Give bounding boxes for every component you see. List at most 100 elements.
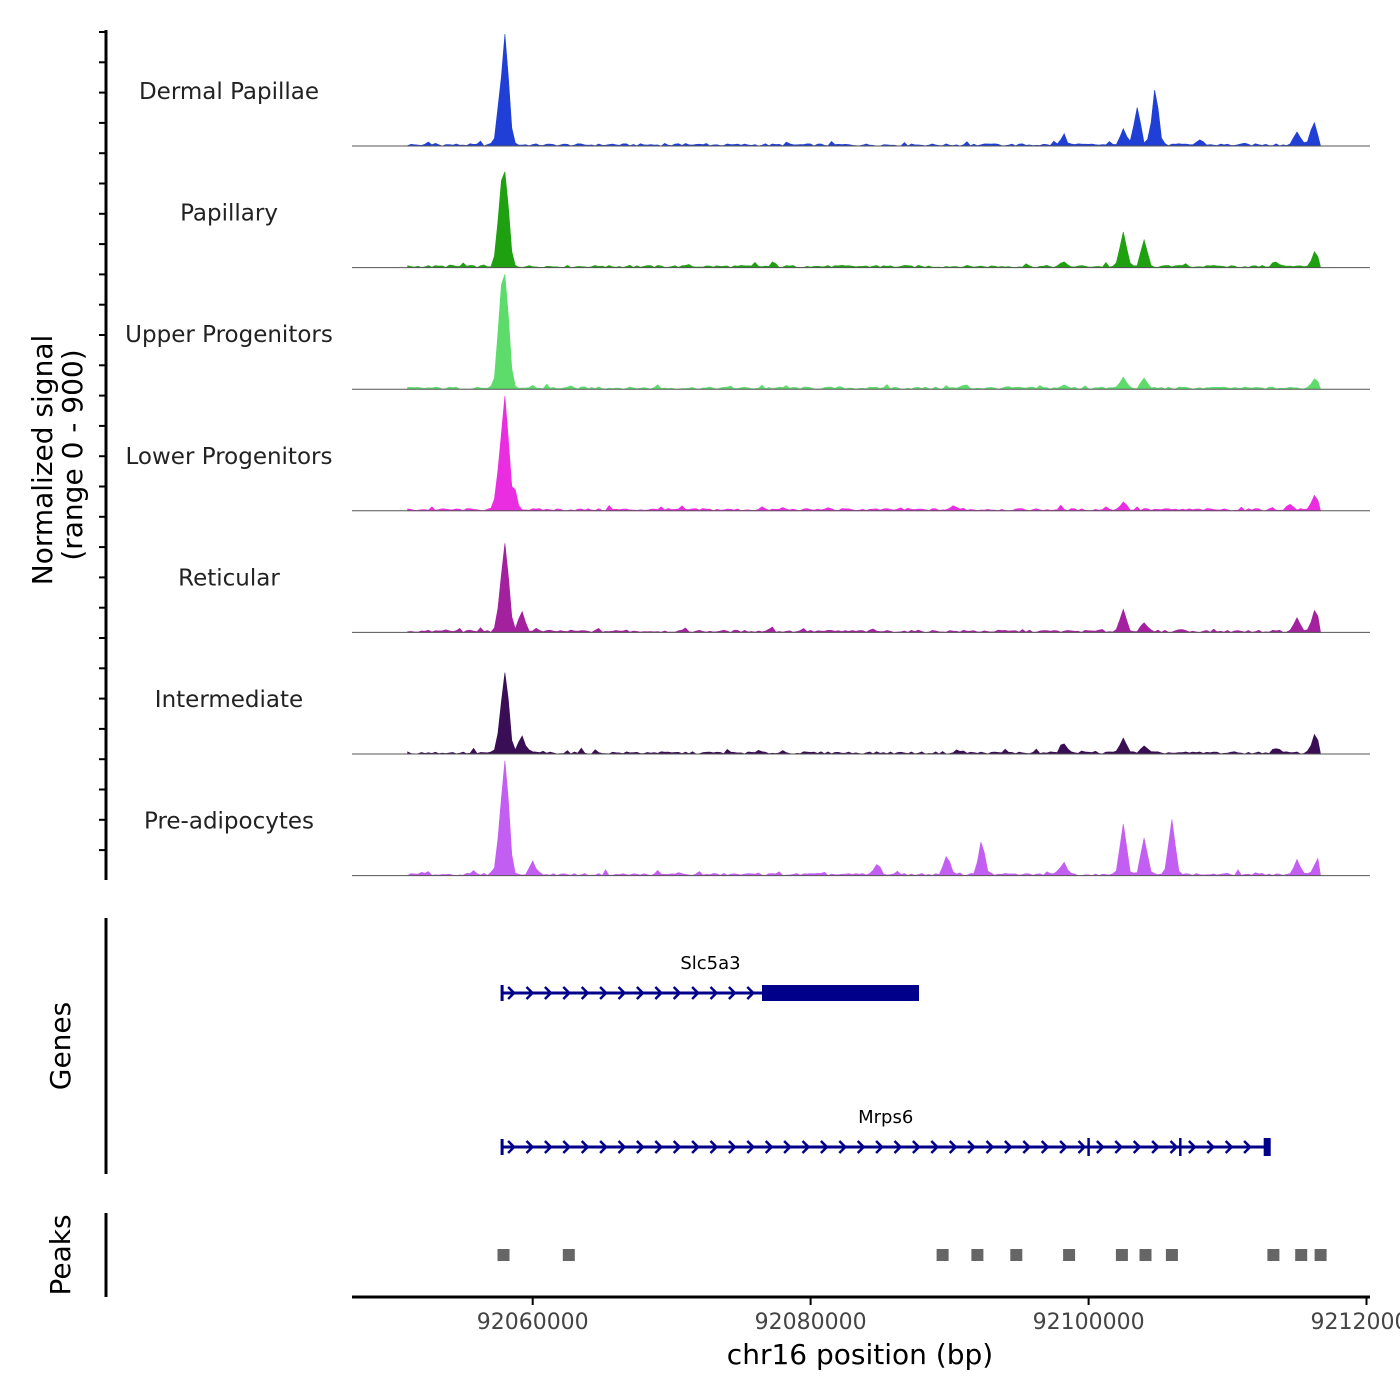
track-label: Lower Progenitors [126, 444, 333, 470]
gene-name: Slc5a3 [680, 953, 740, 974]
peak-mark [497, 1249, 510, 1261]
track-label: Papillary [180, 201, 278, 227]
strand-arrow [636, 986, 645, 1000]
peak-mark [1139, 1249, 1152, 1261]
strand-arrow [709, 986, 719, 1000]
x-tick-label: 92120000 [1311, 1310, 1400, 1335]
peak-mark [1295, 1249, 1308, 1261]
strand-arrow [985, 1140, 995, 1154]
strand-arrow [912, 1140, 921, 1154]
coverage-y-ticks [99, 31, 106, 852]
gene-exon [762, 985, 919, 1001]
strand-arrow [691, 1140, 700, 1154]
strand-arrow [599, 986, 608, 1000]
strand-arrow [544, 1140, 553, 1154]
strand-arrow [838, 1140, 848, 1154]
strand-arrow [764, 1140, 774, 1154]
strand-arrow [948, 1140, 958, 1154]
track-signal-area [407, 672, 1321, 755]
track-upper-progenitors: Upper Progenitors [125, 274, 1370, 390]
track-label: Upper Progenitors [125, 322, 333, 348]
peak-mark [562, 1249, 575, 1261]
peaks-panel [497, 1249, 1327, 1261]
strand-arrow [820, 1140, 829, 1154]
ylabel-line1: Normalized signal [26, 335, 59, 586]
peak-mark [1314, 1249, 1327, 1261]
strand-arrow [525, 1140, 535, 1154]
strand-arrow [1132, 1140, 1142, 1154]
strand-arrow [728, 1140, 737, 1154]
strand-arrow [654, 1140, 664, 1154]
strand-arrow [728, 986, 737, 1000]
genes-panel: Slc5a3 Mrps6 [500, 953, 1271, 1156]
coverage-tracks: Dermal Papillae Papillary Upper Progenitor… [125, 33, 1370, 877]
strand-arrow [617, 1140, 627, 1154]
strand-arrow [507, 1140, 516, 1154]
strand-arrow [617, 986, 627, 1000]
strand-arrow [967, 1140, 976, 1154]
track-signal-area [407, 33, 1321, 147]
strand-arrow [1243, 1140, 1252, 1154]
strand-arrow [507, 986, 516, 1000]
strand-arrow [1022, 1140, 1032, 1154]
track-papillary: Papillary [180, 171, 1370, 269]
track-signal-area [407, 543, 1321, 633]
peak-mark [1063, 1249, 1076, 1261]
strand-arrow [1077, 1140, 1087, 1154]
peaks-panel-label: Peaks [44, 1214, 77, 1295]
strand-arrow [930, 1140, 940, 1154]
track-signal-area [407, 171, 1321, 268]
strand-arrow [875, 1140, 884, 1154]
strand-arrow [544, 986, 553, 1000]
strand-arrow [599, 1140, 608, 1154]
track-dermal-papillae: Dermal Papillae [139, 33, 1370, 147]
gene-exon [1263, 1138, 1271, 1156]
strand-arrow [580, 986, 590, 1000]
strand-arrow [856, 1140, 866, 1154]
genes-panel-label: Genes [44, 1002, 77, 1090]
track-reticular: Reticular [178, 543, 1370, 633]
x-tick-label: 92060000 [477, 1310, 589, 1335]
x-axis-title: chr16 position (bp) [727, 1338, 993, 1371]
strand-arrow [746, 986, 756, 1000]
peak-mark [1115, 1249, 1128, 1261]
strand-arrow [709, 1140, 719, 1154]
gene-slc5a3: Slc5a3 [500, 953, 920, 1001]
gene-name: Mrps6 [858, 1107, 913, 1128]
strand-arrow [672, 1140, 682, 1154]
track-lower-progenitors: Lower Progenitors [126, 395, 1370, 512]
track-signal-area [407, 274, 1322, 390]
strand-arrow [893, 1140, 903, 1154]
track-label: Intermediate [155, 687, 303, 713]
strand-arrow [783, 1140, 792, 1154]
track-pre-adipocytes: Pre-adipocytes [144, 760, 1370, 877]
strand-arrow [801, 1140, 811, 1154]
strand-arrow [1004, 1140, 1013, 1154]
strand-arrow [1114, 1140, 1124, 1154]
track-label: Dermal Papillae [139, 79, 319, 105]
peak-mark [936, 1249, 949, 1261]
strand-arrow [525, 986, 535, 1000]
strand-arrow [1206, 1140, 1216, 1154]
strand-arrow [1151, 1140, 1160, 1154]
track-intermediate: Intermediate [155, 672, 1370, 755]
peak-mark [1010, 1249, 1023, 1261]
strand-arrow [746, 1140, 756, 1154]
track-signal-area [407, 395, 1321, 512]
track-signal-area [407, 760, 1321, 876]
strand-arrow [1059, 1140, 1068, 1154]
strand-arrow [1096, 1140, 1105, 1154]
strand-arrow [691, 986, 700, 1000]
strand-arrow [636, 1140, 645, 1154]
x-tick-label: 92080000 [755, 1310, 867, 1335]
track-label: Pre-adipocytes [144, 809, 314, 835]
peak-mark [971, 1249, 984, 1261]
strand-arrow [654, 986, 664, 1000]
strand-arrow [1188, 1140, 1197, 1154]
peak-mark [1165, 1249, 1178, 1261]
strand-arrow [580, 1140, 590, 1154]
strand-arrow [1040, 1140, 1050, 1154]
track-label: Reticular [178, 565, 280, 591]
ylabel-line2: (range 0 - 900) [56, 349, 89, 560]
